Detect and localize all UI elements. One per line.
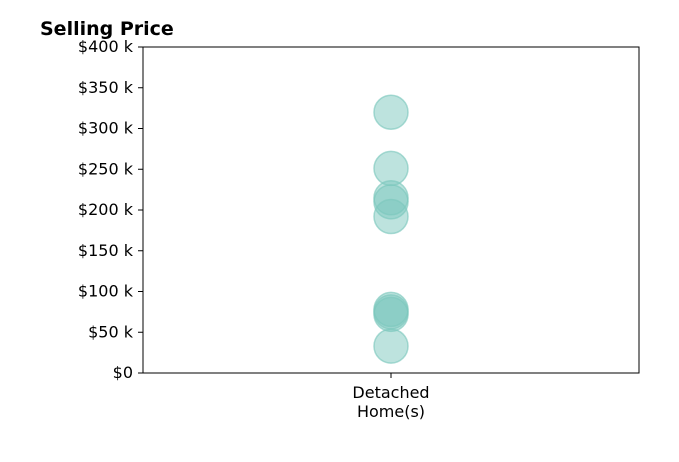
y-tick-label: $350 k [78,78,134,97]
y-tick-label: $100 k [78,282,134,301]
data-point [373,198,409,235]
x-tick-label: Home(s) [357,402,425,421]
y-axis: $0 $50 k $100 k $150 k $200 k $250 k $300 k $35… [78,37,143,382]
data-point [373,296,409,333]
data-point [373,94,409,130]
y-tick-label: $0 [113,363,133,382]
data-point [373,328,409,364]
y-tick-label: $300 k [78,119,134,138]
x-tick-label: Detached [352,383,429,402]
y-tick-label: $150 k [78,241,134,260]
y-tick-label: $250 k [78,159,134,178]
y-tick-label: $400 k [78,37,134,56]
y-tick-label: $200 k [78,200,134,219]
scatter-points [373,94,409,364]
y-tick-label: $50 k [88,322,134,341]
chart-title: Selling Price [40,18,174,40]
